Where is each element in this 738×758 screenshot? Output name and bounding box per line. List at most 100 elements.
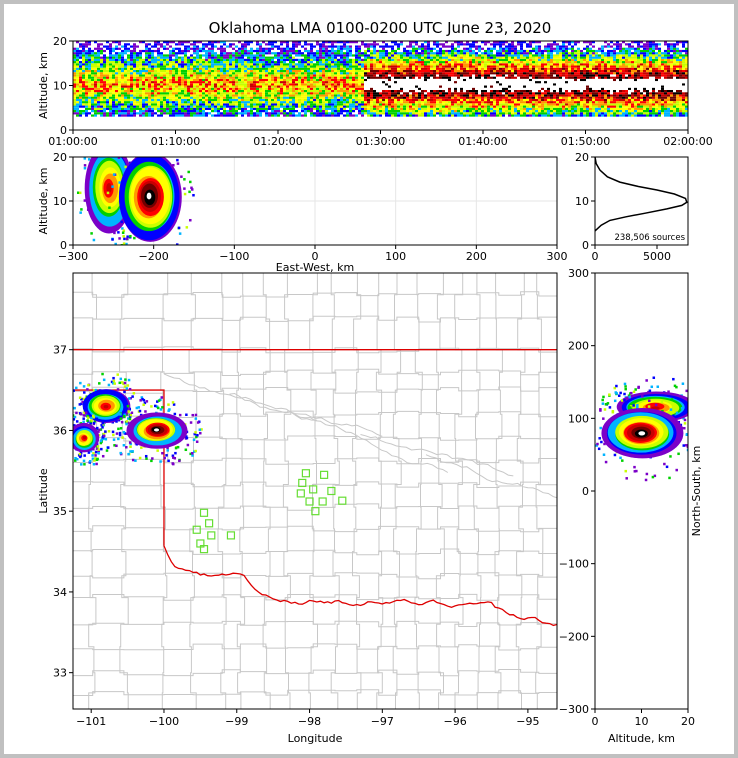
time-density-cell bbox=[493, 98, 496, 102]
time-density-cell bbox=[385, 114, 388, 117]
time-density-cell bbox=[409, 103, 412, 106]
time-density-cell bbox=[370, 58, 373, 62]
time-density-cell bbox=[544, 96, 547, 99]
time-density-cell bbox=[307, 67, 310, 70]
time-density-cell bbox=[451, 63, 454, 66]
time-density-cell bbox=[346, 65, 349, 68]
time-density-cell bbox=[79, 74, 82, 77]
time-density-cell bbox=[454, 47, 457, 50]
time-density-cell bbox=[523, 96, 526, 99]
time-density-cell bbox=[523, 76, 526, 79]
time-density-cell bbox=[526, 54, 529, 57]
time-density-cell bbox=[82, 49, 85, 53]
time-density-cell bbox=[376, 69, 379, 73]
time-density-cell bbox=[262, 54, 265, 57]
time-density-cell bbox=[217, 56, 220, 59]
time-density-cell bbox=[490, 43, 493, 46]
time-density-cell bbox=[208, 83, 211, 86]
time-density-cell bbox=[385, 81, 388, 84]
time-density-cell bbox=[355, 41, 358, 44]
time-density-cell bbox=[475, 41, 478, 44]
time-density-cell bbox=[349, 78, 352, 82]
time-density-cell bbox=[280, 98, 283, 102]
time-density-cell bbox=[310, 85, 313, 88]
time-density-cell bbox=[160, 78, 163, 82]
time-density-cell bbox=[229, 45, 232, 48]
time-density-cell bbox=[334, 83, 337, 86]
time-density-cell bbox=[133, 65, 136, 68]
time-density-cell bbox=[211, 107, 214, 110]
time-density-cell bbox=[448, 61, 451, 64]
time-density-cell bbox=[358, 52, 361, 55]
time-density-cell bbox=[523, 49, 526, 53]
time-density-cell bbox=[181, 83, 184, 86]
time-density-cell bbox=[364, 74, 367, 77]
time-density-cell bbox=[541, 87, 544, 90]
time-density-cell bbox=[394, 89, 397, 93]
time-density-cell bbox=[421, 78, 424, 82]
time-density-cell bbox=[163, 85, 166, 88]
time-density-cell bbox=[193, 69, 196, 73]
time-density-cell bbox=[436, 87, 439, 90]
time-density-cell bbox=[73, 103, 76, 106]
time-density-cell bbox=[337, 69, 340, 73]
time-density-cell bbox=[166, 43, 169, 46]
time-density-cell bbox=[403, 63, 406, 66]
time-density-cell bbox=[418, 61, 421, 64]
time-density-cell bbox=[238, 107, 241, 110]
time-density-cell bbox=[244, 105, 247, 108]
time-density-cell bbox=[376, 49, 379, 53]
time-density-cell bbox=[463, 89, 466, 93]
time-density-cell bbox=[265, 81, 268, 84]
time-density-cell bbox=[370, 52, 373, 55]
time-density-cell bbox=[124, 81, 127, 84]
time-density-cell bbox=[358, 87, 361, 90]
time-density-cell bbox=[148, 61, 151, 64]
time-density-cell bbox=[307, 81, 310, 84]
time-density-cell bbox=[181, 61, 184, 64]
time-density-cell bbox=[484, 67, 487, 70]
time-density-cell bbox=[409, 83, 412, 86]
time-density-cell bbox=[244, 41, 247, 44]
time-density-cell bbox=[103, 107, 106, 110]
time-density-cell bbox=[421, 89, 424, 93]
time-density-cell bbox=[190, 56, 193, 59]
time-density-cell bbox=[394, 76, 397, 79]
time-density-cell bbox=[367, 114, 370, 117]
time-density-cell bbox=[529, 43, 532, 46]
time-density-cell bbox=[370, 83, 373, 86]
time-density-cell bbox=[304, 110, 307, 113]
time-density-cell bbox=[457, 72, 460, 75]
time-density-cell bbox=[358, 54, 361, 57]
time-density-cell bbox=[415, 76, 418, 79]
time-density-cell bbox=[337, 83, 340, 86]
time-density-cell bbox=[334, 110, 337, 113]
time-density-cell bbox=[301, 107, 304, 110]
time-density-cell bbox=[166, 47, 169, 50]
time-density-cell bbox=[181, 103, 184, 106]
time-density-cell bbox=[502, 87, 505, 90]
time-density-cell bbox=[214, 41, 217, 44]
time-density-cell bbox=[412, 56, 415, 59]
time-density-cell bbox=[427, 52, 430, 55]
time-density-cell bbox=[454, 85, 457, 88]
time-density-cell bbox=[118, 56, 121, 59]
time-density-cell bbox=[232, 76, 235, 79]
time-density-cell bbox=[295, 52, 298, 55]
time-density-cell bbox=[511, 101, 514, 104]
time-density-cell bbox=[250, 83, 253, 86]
time-density-cell bbox=[427, 41, 430, 44]
time-density-cell bbox=[109, 85, 112, 88]
time-density-cell bbox=[475, 63, 478, 66]
time-density-cell bbox=[526, 43, 529, 46]
time-density-cell bbox=[430, 103, 433, 106]
time-density-cell bbox=[400, 110, 403, 113]
time-density-cell bbox=[367, 96, 370, 99]
time-density-cell bbox=[76, 47, 79, 50]
time-density-cell bbox=[421, 54, 424, 57]
time-density-cell bbox=[511, 54, 514, 57]
time-density-cell bbox=[484, 61, 487, 64]
time-density-cell bbox=[541, 92, 544, 95]
time-density-cell bbox=[184, 49, 187, 53]
time-density-cell bbox=[175, 63, 178, 66]
